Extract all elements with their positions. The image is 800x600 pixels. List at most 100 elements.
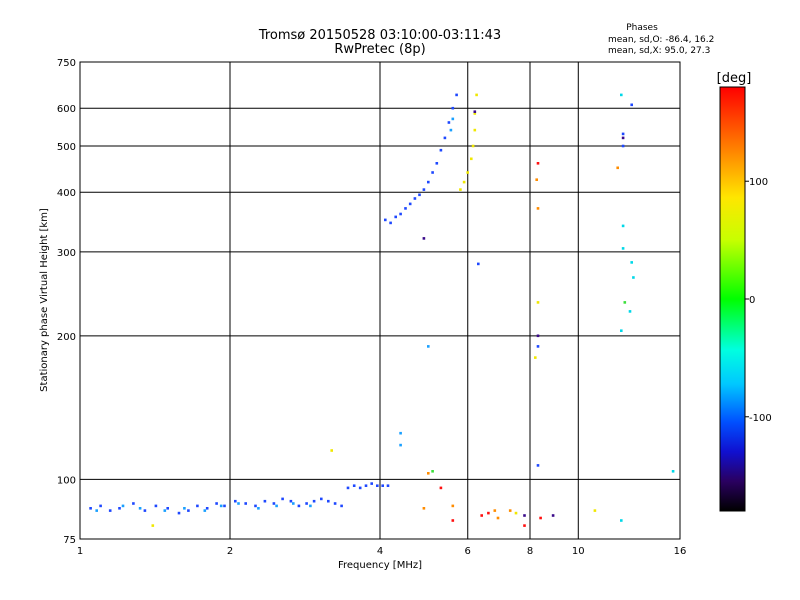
data-point (138, 507, 142, 510)
data-point (215, 502, 218, 505)
data-point (508, 509, 512, 512)
y-axis-ticks: 75 100 200 300 400 500 600 750 (57, 58, 76, 546)
y-tick-label: 600 (57, 104, 76, 115)
data-point (399, 443, 402, 447)
data-point (370, 482, 373, 485)
data-point (327, 499, 330, 503)
phases-info-line1: mean, sd,O: -86.4, 16.2 (608, 35, 714, 45)
data-point (187, 509, 190, 512)
data-point (435, 162, 439, 165)
data-point (196, 504, 199, 508)
data-point (237, 502, 240, 505)
data-point (108, 509, 112, 512)
data-point (439, 148, 443, 152)
data-point (536, 345, 540, 348)
y-tick-label: 200 (57, 332, 76, 343)
data-point (671, 470, 675, 473)
data-point (621, 224, 625, 228)
data-point (244, 502, 247, 505)
data-point (620, 329, 623, 332)
data-point (309, 504, 312, 508)
colorbar-ticks: 100 0 -100 (745, 177, 772, 424)
data-point (621, 132, 625, 136)
data-point (630, 103, 633, 107)
data-point (330, 449, 333, 452)
y-tick-label: 750 (57, 58, 76, 69)
data-point (462, 180, 466, 184)
data-point (477, 262, 480, 266)
data-point (163, 509, 167, 512)
data-point (320, 497, 323, 501)
y-tick-label: 300 (57, 248, 76, 259)
data-point (95, 509, 98, 512)
y-tick-label: 100 (57, 475, 76, 486)
x-tick-label: 16 (674, 546, 687, 557)
x-tick-label: 1 (77, 546, 83, 557)
x-axis-label: Frequency [MHz] (338, 560, 422, 571)
data-point (427, 345, 430, 348)
data-point (493, 509, 497, 512)
data-point (154, 504, 158, 508)
data-point (551, 514, 555, 517)
data-point (340, 504, 343, 508)
data-point (536, 162, 540, 165)
data-point (203, 509, 207, 512)
data-point (132, 502, 135, 505)
plot-area: 1 2 4 6 8 10 16 75 100 200 300 400 500 600 750 (57, 58, 686, 557)
x-axis-ticks: 1 2 4 6 8 10 16 (77, 546, 687, 557)
data-point (422, 188, 426, 191)
data-point (628, 310, 632, 313)
data-point (352, 484, 356, 487)
data-point (275, 504, 278, 508)
data-point (381, 484, 384, 487)
x-tick-label: 10 (572, 546, 585, 557)
data-point (451, 504, 455, 508)
data-point (333, 502, 337, 505)
data-point (177, 511, 181, 515)
data-point (451, 117, 455, 121)
data-point (376, 484, 379, 487)
data-point (621, 144, 625, 148)
data-point (480, 514, 483, 517)
data-point (459, 188, 462, 191)
data-point (431, 470, 434, 473)
y-tick-label: 500 (57, 142, 76, 153)
data-point (89, 507, 92, 510)
colorbar-unit-label: [deg] (717, 71, 752, 86)
data-point (630, 261, 633, 264)
colorbar-tick-label: 100 (749, 177, 768, 188)
data-point (143, 509, 147, 512)
data-point (473, 112, 477, 115)
x-tick-label: 6 (465, 546, 471, 557)
data-point (487, 511, 490, 515)
data-point (223, 504, 226, 508)
data-point (536, 301, 540, 304)
chart-title: Tromsø 20150528 03:10:00-03:11:43 (258, 28, 501, 43)
data-point (254, 504, 257, 508)
data-point (422, 507, 426, 510)
data-point (399, 431, 402, 435)
chart-subtitle: RwPretec (8p) (334, 42, 425, 57)
data-point (466, 171, 469, 174)
data-point (623, 301, 627, 304)
data-point (422, 237, 426, 240)
data-point (292, 502, 295, 505)
data-point (386, 484, 390, 487)
data-point (523, 514, 526, 517)
data-point (451, 106, 455, 110)
phases-info-line2: mean, sd,X: 95.0, 27.3 (608, 46, 710, 56)
x-tick-label: 2 (227, 546, 233, 557)
data-point (514, 511, 518, 515)
data-point (534, 356, 537, 359)
data-point (281, 497, 284, 501)
data-point (408, 202, 412, 206)
data-point (118, 507, 121, 510)
data-point (471, 144, 475, 148)
data-point (413, 197, 417, 200)
data-points (89, 93, 675, 527)
data-point (470, 157, 473, 161)
y-axis-label: Stationary phase Virtual Height [km] (39, 208, 50, 392)
data-point (620, 519, 623, 522)
y-tick-label: 400 (57, 188, 76, 199)
data-point (358, 486, 362, 490)
